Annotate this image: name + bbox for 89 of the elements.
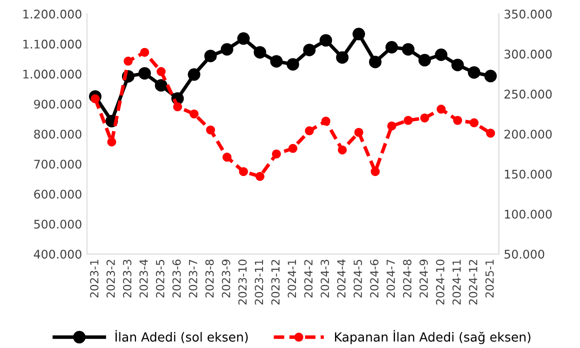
point: [354, 128, 364, 137]
x-tick-label: 2024-12: [468, 260, 478, 305]
point: [138, 67, 151, 80]
y2-tick-label: 300.000: [504, 50, 552, 59]
point: [404, 116, 413, 125]
point: [90, 94, 100, 104]
x-tick-label: 2023-1: [90, 260, 98, 298]
point: [255, 172, 264, 181]
point: [420, 113, 430, 122]
point: [124, 56, 133, 66]
point: [238, 167, 248, 176]
x-tick-label: 2023-12: [271, 260, 280, 305]
point: [484, 70, 497, 82]
x-tick-label: 2024-7: [386, 260, 395, 298]
x-tick-label: 2024-1: [288, 260, 296, 298]
point: [288, 144, 298, 153]
x-tick-label: 2024-9: [419, 260, 428, 298]
point: [321, 116, 330, 126]
point: [402, 43, 414, 56]
y-tick-label: 1.200.000: [23, 10, 82, 19]
point: [370, 167, 380, 176]
point: [470, 118, 479, 128]
point: [304, 126, 314, 136]
point: [237, 32, 250, 45]
x-tick-label: 2023-4: [139, 260, 148, 298]
point: [156, 67, 166, 76]
point: [338, 145, 347, 154]
point: [173, 102, 182, 112]
point: [436, 104, 446, 114]
point: [270, 55, 283, 68]
x-tick-label: 2024-5: [354, 260, 362, 298]
y-tick-label: 1.100.000: [23, 40, 82, 49]
point: [188, 68, 200, 81]
point: [286, 58, 300, 71]
x-tick-label: 2023-3: [123, 260, 132, 298]
legend-label: Kapanan İlan Adedi (sağ eksen): [335, 330, 530, 344]
point: [190, 109, 199, 118]
x-tick-label: 2023-5: [156, 260, 164, 298]
y-tick-label: 800.000: [34, 130, 82, 139]
x-tick-label: 2024-6: [370, 260, 378, 298]
y2-tick-label: 200.000: [504, 130, 552, 139]
point: [451, 58, 464, 72]
x-tick-label: 2024-3: [320, 260, 330, 298]
x-tick-label: 2024-4: [337, 260, 346, 298]
point: [220, 43, 234, 56]
point: [434, 48, 448, 61]
y-tick-label: 500.000: [34, 220, 82, 229]
y2-tick-label: 100.000: [504, 210, 552, 219]
point: [369, 56, 382, 68]
x-tick-label: 2024-11: [452, 260, 461, 305]
point: [154, 79, 168, 92]
point: [140, 48, 150, 57]
y-tick-label: 700.000: [34, 160, 82, 169]
x-tick-label: 2023-10: [238, 260, 247, 305]
x-tick-label: 2024-2: [304, 260, 313, 298]
point: [385, 40, 398, 54]
y2-tick-label: 350.000: [504, 10, 552, 19]
y-tick-label: 1.000.000: [23, 70, 82, 79]
point: [206, 125, 216, 134]
point: [352, 28, 366, 40]
y2-tick-label: 150.000: [504, 170, 552, 179]
x-tick-label: 2023-9: [222, 260, 230, 298]
point: [468, 66, 480, 79]
point: [320, 34, 332, 47]
y2-tick-label: 50.000: [504, 250, 544, 259]
point: [254, 46, 266, 59]
x-tick-label: 2024-8: [403, 260, 412, 298]
y2-tick-label: 250.000: [504, 90, 552, 99]
point: [387, 121, 396, 130]
x-tick-label: 2025-1: [485, 260, 494, 298]
y-tick-label: 900.000: [34, 100, 82, 109]
legend-label: İlan Adedi (sol eksen): [116, 330, 248, 344]
point: [453, 116, 462, 125]
point: [486, 128, 496, 138]
x-tick-label: 2023-8: [205, 260, 214, 298]
y-tick-label: 400.000: [34, 250, 82, 259]
point: [272, 149, 281, 159]
x-tick-label: 2024-10: [436, 260, 444, 305]
y-tick-label: 600.000: [34, 190, 82, 199]
x-tick-label: 2023-2: [106, 260, 115, 298]
point: [107, 137, 116, 146]
point: [336, 51, 349, 64]
point: [418, 54, 431, 66]
x-tick-label: 2023-7: [188, 260, 198, 298]
point: [222, 152, 232, 162]
point: [303, 44, 316, 56]
x-tick-label: 2023-11: [254, 260, 264, 305]
point: [204, 50, 217, 62]
x-tick-label: 2023-6: [172, 260, 181, 298]
